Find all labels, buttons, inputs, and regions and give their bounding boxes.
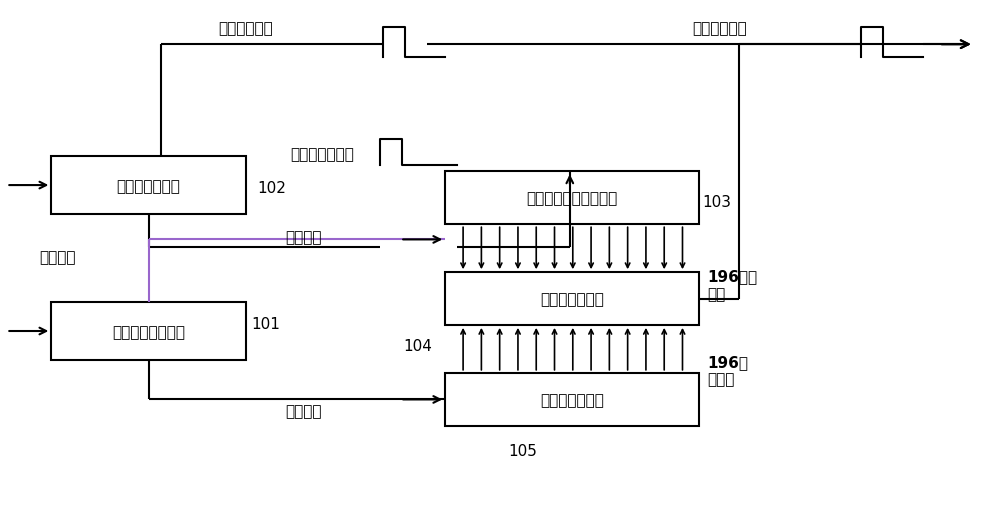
Text: 系统时钟分发模块: 系统时钟分发模块: [112, 324, 185, 339]
Text: 101: 101: [252, 316, 281, 331]
Bar: [51, 157, 246, 215]
Bar: [51, 302, 246, 361]
Text: 粗延时脉冲信号: 粗延时脉冲信号: [291, 147, 354, 162]
Text: 系统时钟: 系统时钟: [286, 403, 322, 418]
Bar: [445, 273, 699, 325]
Bar: [445, 373, 699, 426]
Text: 105: 105: [508, 443, 537, 459]
Text: 系统时钟: 系统时钟: [286, 230, 322, 245]
Text: 系统时钟: 系统时钟: [39, 250, 76, 265]
Text: 全局时钟驱动网络模块: 全局时钟驱动网络模块: [527, 191, 618, 206]
Text: 细延时产生模块: 细延时产生模块: [540, 291, 604, 307]
Text: 104: 104: [403, 338, 432, 353]
Text: 结束脉冲信号: 结束脉冲信号: [692, 22, 747, 36]
Text: 细延时编程模块: 细延时编程模块: [540, 392, 604, 407]
Text: 196位
独热码: 196位 独热码: [707, 355, 748, 387]
Text: 102: 102: [258, 181, 287, 196]
Text: 粗延时产生模块: 粗延时产生模块: [117, 178, 180, 193]
Text: 103: 103: [702, 195, 731, 210]
Text: 196抽头
输入: 196抽头 输入: [707, 269, 758, 301]
Bar: [445, 172, 699, 225]
Text: 起始脉冲信号: 起始脉冲信号: [218, 22, 273, 36]
